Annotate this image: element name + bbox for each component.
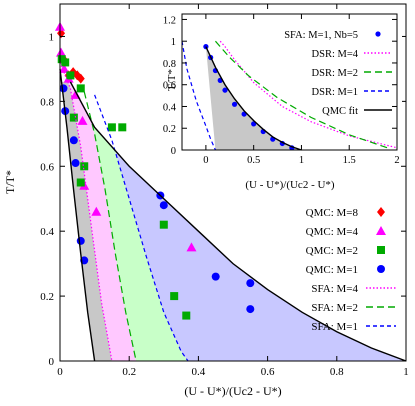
legend-label: DSR: M=2 xyxy=(312,68,358,79)
legend-label: DSR: M=1 xyxy=(312,87,358,98)
data-point xyxy=(107,123,116,132)
legend-label: QMC: M=1 xyxy=(306,264,358,276)
x-tick-label: 0.8 xyxy=(330,366,344,378)
x-tick-label: 0.2 xyxy=(122,366,136,378)
y-tick-label: 0.4 xyxy=(40,226,54,238)
main-frame xyxy=(59,3,407,362)
data-point xyxy=(182,311,191,320)
data-point xyxy=(76,84,85,93)
inset-fit-fill xyxy=(205,46,302,150)
data-point xyxy=(170,292,179,301)
data-point xyxy=(231,101,238,107)
x-tick-label: 0.6 xyxy=(261,366,275,378)
data-point xyxy=(59,84,68,93)
series-line xyxy=(59,62,113,362)
data-point xyxy=(211,272,220,281)
legend-label: SFA: M=1, Nb=5 xyxy=(284,30,358,41)
data-point xyxy=(246,279,255,288)
main-legend: QMC: M=8 QMC: M=4 QMC: M=2 QMC: M=1 SFA: M=4… xyxy=(306,207,396,333)
data-point xyxy=(71,159,80,168)
inset-fills xyxy=(205,46,302,150)
y-tick-label: 0 xyxy=(171,146,176,157)
data-point xyxy=(159,220,168,229)
data-point xyxy=(186,242,197,252)
series-line xyxy=(205,46,302,151)
region-fill xyxy=(84,91,189,362)
legend-marker xyxy=(377,265,385,273)
legend-marker xyxy=(375,31,381,37)
y-tick-label: 0.4 xyxy=(163,102,177,113)
data-point xyxy=(69,113,78,122)
data-point xyxy=(59,63,70,73)
main-ticks: 0 0.2 0.4 0.6 0.8 1 0 0.2 0.4 0.6 0.8 1 xyxy=(40,4,409,378)
main-ylabel: T/T* xyxy=(3,170,17,194)
y-tick-label: 0.2 xyxy=(163,124,176,135)
legend-marker xyxy=(376,226,386,235)
y-tick-label: 0.2 xyxy=(40,291,54,303)
y-tick-label: 1.2 xyxy=(163,15,176,26)
data-point xyxy=(56,47,67,57)
data-point xyxy=(76,236,85,245)
legend-label: QMC: M=8 xyxy=(306,207,359,219)
data-point xyxy=(61,58,70,67)
y-tick-label: 1 xyxy=(49,31,55,43)
legend-marker xyxy=(377,246,385,254)
series-line xyxy=(181,41,216,151)
inset-ylabel: T/T* xyxy=(166,69,178,91)
series-line xyxy=(83,91,137,362)
data-point xyxy=(159,201,168,210)
x-tick-label: 1 xyxy=(299,155,304,166)
data-point xyxy=(66,71,75,80)
legend-label: DSR: M=4 xyxy=(312,49,359,60)
inset-legend: SFA: M=1, Nb=5 DSR: M=4 DSR: M=2 DSR: M=1 QM… xyxy=(284,30,392,117)
legend-label: QMC fit xyxy=(322,106,358,117)
main-series xyxy=(55,21,407,362)
legend-label: SFA: M=1 xyxy=(311,321,358,333)
legend-label: SFA: M=4 xyxy=(311,283,358,295)
x-tick-label: 0 xyxy=(57,366,63,378)
x-tick-label: 2 xyxy=(394,155,399,166)
x-tick-label: 0.5 xyxy=(247,155,260,166)
legend-label: QMC: M=4 xyxy=(306,226,359,238)
y-tick-label: 0.6 xyxy=(40,161,54,173)
inset-series xyxy=(181,40,398,151)
data-point xyxy=(91,206,102,216)
series-line xyxy=(214,40,388,149)
inset-ticks: 0 0.5 1 1.5 2 0 0.2 0.4 0.6 0.8 1 1.2 xyxy=(163,14,400,166)
legend-label: QMC: M=2 xyxy=(306,245,358,257)
data-point xyxy=(246,305,255,314)
series-line xyxy=(94,94,189,362)
legend-marker xyxy=(377,207,385,217)
series-line xyxy=(59,68,96,362)
inset-frame xyxy=(181,13,398,151)
data-point xyxy=(69,136,78,145)
legend-label: SFA: M=2 xyxy=(311,302,358,314)
data-point xyxy=(118,123,127,132)
y-tick-label: 0.8 xyxy=(40,96,54,108)
data-point xyxy=(76,73,85,84)
y-tick-label: 0.8 xyxy=(163,59,176,70)
data-point xyxy=(80,162,89,171)
x-tick-label: 1.5 xyxy=(343,155,356,166)
main-xlabel: (U - U*)/(Uc2 - U*) xyxy=(184,384,281,398)
data-point xyxy=(76,178,85,187)
y-tick-label: 0 xyxy=(49,356,55,368)
x-tick-label: 1 xyxy=(403,366,409,378)
x-tick-label: 0 xyxy=(203,155,208,166)
y-tick-label: 1 xyxy=(171,37,176,48)
inset-plot: 0 0.5 1 1.5 2 0 0.2 0.4 0.6 0.8 1 1.2 (U - U*)/(Uc2… xyxy=(163,13,402,191)
y-tick-label: 0.6 xyxy=(163,81,176,92)
data-point xyxy=(222,87,228,93)
data-point xyxy=(77,115,88,125)
inset-xlabel: (U - U*)/(Uc2 - U*) xyxy=(245,179,335,191)
series-line xyxy=(69,81,407,362)
x-tick-label: 0.4 xyxy=(192,366,206,378)
